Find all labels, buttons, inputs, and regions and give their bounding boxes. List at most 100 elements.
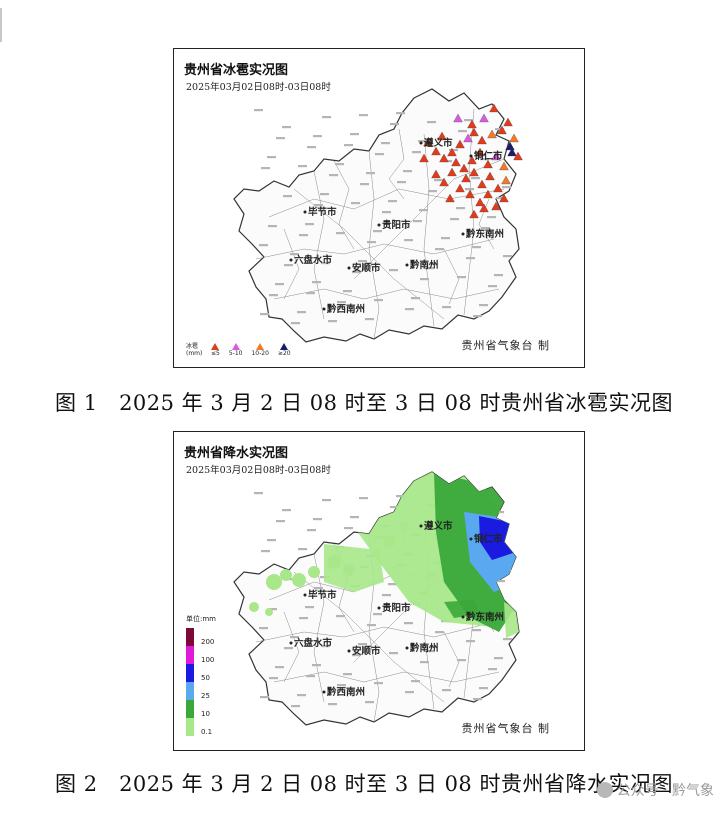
city-label: 毕节市: [308, 206, 337, 218]
city-dot: [347, 266, 351, 270]
county-name-mark: [337, 684, 346, 687]
county-name-mark: [298, 548, 307, 551]
city-label: 六盘水市: [294, 637, 333, 649]
figure2-caption: 图 2 2025 年 3 月 2 日 08 时至 3 日 08 时贵州省降水实况…: [55, 772, 673, 796]
city-label: 铜仁市: [474, 533, 503, 545]
city-label: 安顺市: [352, 262, 381, 274]
county-name-mark: [413, 220, 422, 223]
city-dot: [377, 223, 381, 227]
county-boundary: [313, 553, 325, 703]
city-dot: [303, 210, 307, 214]
hail-marker: [469, 127, 479, 137]
city-dot: [419, 141, 423, 145]
county-name-mark: [420, 278, 429, 281]
county-name-mark: [299, 234, 308, 237]
hail-marker: [445, 193, 455, 203]
county-name-mark: [276, 137, 285, 140]
county-name-mark: [375, 153, 384, 156]
city-label: 毕节市: [308, 589, 337, 601]
county-name-mark: [298, 165, 307, 168]
county-name-mark: [259, 244, 268, 247]
county-name-mark: [382, 594, 391, 597]
rain-patch: [343, 564, 355, 576]
county-boundary: [273, 671, 500, 683]
county-name-mark: [479, 687, 488, 690]
county-name-mark: [367, 624, 376, 627]
county-name-mark: [290, 253, 299, 256]
rain-legend-swatch: [186, 718, 194, 736]
hail-marker: [455, 139, 465, 149]
county-name-mark: [320, 193, 329, 196]
rain-map-credit: 贵州省气象台 制: [461, 722, 550, 735]
hail-legend-triangle-icon: [211, 343, 220, 350]
county-name-mark: [396, 112, 405, 115]
city-label: 安顺市: [352, 645, 381, 657]
county-name-mark: [314, 587, 323, 590]
city-dot: [469, 154, 473, 158]
county-name-mark: [352, 654, 361, 657]
county-name-mark: [389, 269, 398, 272]
county-name-mark: [291, 322, 300, 325]
county-name-mark: [343, 290, 352, 293]
county-name-mark: [358, 643, 367, 646]
rain-legend-label: 25: [201, 692, 210, 700]
county-name-mark: [352, 271, 361, 274]
county-name-mark: [495, 511, 504, 514]
city-label: 黔东南州: [465, 611, 504, 623]
county-name-mark: [312, 664, 321, 667]
county-name-mark: [442, 689, 451, 692]
hail-marker: [505, 141, 515, 151]
hail-marker: [453, 113, 463, 123]
city-label: 贵阳市: [382, 219, 411, 231]
county-name-mark: [435, 248, 444, 251]
watermark: 公众号 · 黔气象: [596, 780, 714, 800]
city-label: 黔南州: [409, 642, 439, 654]
county-name-mark: [458, 130, 467, 133]
county-name-mark: [473, 698, 482, 701]
county-name-mark: [449, 149, 458, 152]
city-dot: [469, 537, 473, 541]
city-label: 黔西南州: [326, 303, 365, 315]
rain-legend-label: 100: [201, 656, 215, 664]
city-label: 六盘水市: [294, 254, 333, 266]
county-name-mark: [420, 661, 429, 664]
county-name-mark: [496, 197, 505, 200]
county-name-mark: [307, 529, 316, 532]
county-name-mark: [307, 146, 316, 149]
county-boundary: [283, 611, 300, 683]
county-name-mark: [503, 638, 512, 641]
rain-patch: [399, 522, 409, 532]
county-name-mark: [268, 225, 277, 228]
county-name-mark: [390, 123, 399, 126]
county-name-mark: [397, 181, 406, 184]
hail-marker: [501, 175, 511, 185]
hail-marker: [507, 147, 517, 157]
county-name-mark: [291, 705, 300, 708]
county-name-mark: [321, 645, 330, 648]
hail-legend-label: 5-10: [228, 350, 243, 357]
rain-patch: [327, 555, 341, 569]
county-name-mark: [412, 151, 421, 154]
city-dot: [347, 649, 351, 653]
hail-legend-label: ≤5: [211, 350, 220, 357]
rain-legend-item: 25: [186, 682, 216, 700]
hail-marker: [431, 169, 441, 179]
county-name-mark: [374, 299, 383, 302]
rain-legend-item: 100: [186, 646, 216, 664]
hail-marker: [509, 133, 519, 143]
county-name-mark: [350, 516, 359, 519]
hail-marker: [467, 119, 477, 129]
rain-map-panel: 遵义市 铜仁市 毕节市 贵阳市 黔东南州 六盘水市 安顺市 黔南州 黔西南州 贵州省降水实况图 …: [173, 431, 585, 751]
hail-map-title: 贵州省冰雹实况图: [184, 63, 289, 78]
county-name-mark: [254, 109, 263, 112]
rain-legend-swatch: [186, 700, 194, 718]
county-name-mark: [359, 497, 368, 500]
rain-patch: [383, 536, 395, 548]
rain-patch: [292, 573, 306, 587]
city-dot: [303, 593, 307, 597]
county-boundary: [273, 288, 500, 300]
county-boundary: [353, 158, 505, 280]
hail-marker: [469, 167, 479, 177]
county-name-mark: [261, 550, 270, 553]
rain-map-title: 贵州省降水实况图: [184, 446, 289, 461]
